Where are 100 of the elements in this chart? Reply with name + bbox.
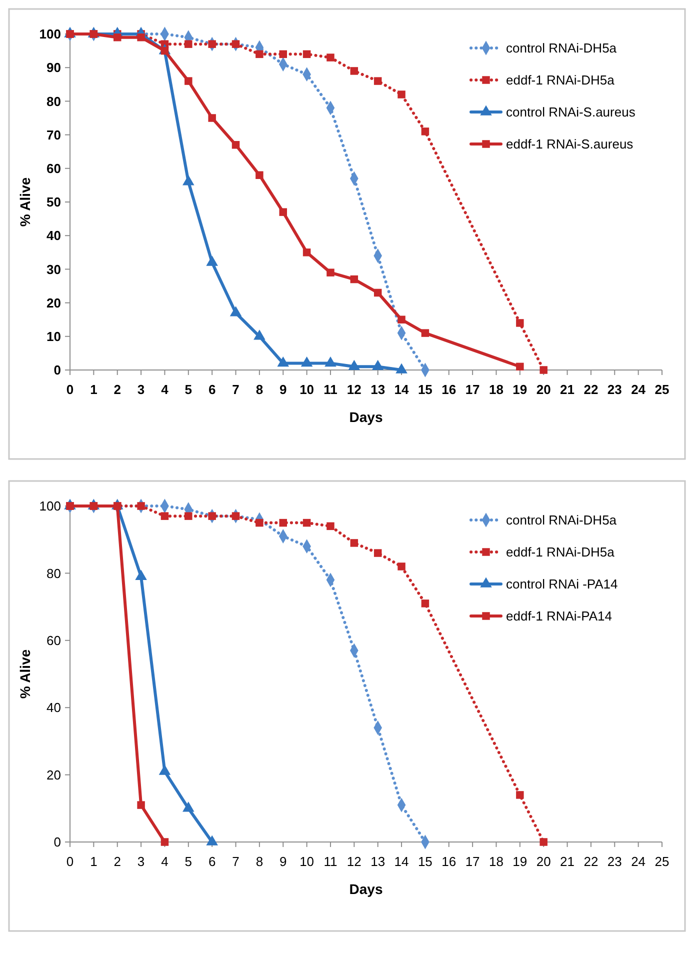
x-tick-label: 9 <box>280 854 287 869</box>
y-axis-title: % Alive <box>17 177 33 227</box>
y-tick-label: 100 <box>39 26 61 42</box>
point <box>374 549 382 557</box>
legend-label: control RNAi -PA14 <box>506 576 618 592</box>
point <box>230 306 242 316</box>
x-tick-label: 19 <box>512 382 528 397</box>
legend-label: eddf-1 RNAi-PA14 <box>506 608 612 624</box>
point <box>137 801 145 809</box>
point <box>208 40 216 48</box>
x-tick-label: 13 <box>370 382 386 397</box>
point <box>137 33 145 42</box>
x-tick-label: 4 <box>161 382 170 397</box>
x-tick-label: 17 <box>465 382 480 397</box>
point <box>516 791 524 799</box>
point <box>326 522 334 530</box>
x-tick-label: 16 <box>442 854 456 869</box>
x-axis-title: Days <box>349 409 383 425</box>
point <box>182 175 194 186</box>
point <box>160 512 169 520</box>
y-tick-label: 20 <box>46 295 61 310</box>
point <box>113 33 122 42</box>
point <box>398 562 406 570</box>
point <box>350 539 358 547</box>
y-tick-label: 20 <box>46 767 61 782</box>
x-tick-label: 15 <box>418 854 432 869</box>
point <box>256 518 264 527</box>
point <box>302 50 311 58</box>
point <box>300 356 313 367</box>
point <box>516 362 524 371</box>
legend-label: control RNAi-DH5a <box>506 40 618 56</box>
x-tick-label: 12 <box>346 382 362 397</box>
x-tick-label: 1 <box>90 382 98 397</box>
point <box>302 248 311 256</box>
x-tick-label: 2 <box>114 382 121 397</box>
x-tick-label: 20 <box>536 382 551 397</box>
point <box>326 268 334 276</box>
x-tick-label: 8 <box>256 382 264 397</box>
point <box>256 50 264 58</box>
x-tick-label: 16 <box>442 382 456 397</box>
x-tick-label: 3 <box>137 382 145 397</box>
x-tick-label: 7 <box>232 854 240 869</box>
point <box>372 360 384 370</box>
x-tick-label: 4 <box>161 854 168 869</box>
x-tick-label: 18 <box>489 382 504 397</box>
x-tick-label: 19 <box>512 854 528 869</box>
point <box>232 141 240 149</box>
point <box>208 114 216 122</box>
y-tick-label: 90 <box>46 60 61 76</box>
point <box>256 171 264 179</box>
x-tick-label: 10 <box>300 382 314 397</box>
point <box>350 275 358 284</box>
point <box>421 600 430 608</box>
point <box>516 319 524 327</box>
x-tick-label: 18 <box>489 854 504 869</box>
y-tick-label: 30 <box>46 262 61 277</box>
x-tick-label: 10 <box>300 854 314 869</box>
x-tick-label: 25 <box>654 854 670 869</box>
x-tick-label: 6 <box>208 854 216 869</box>
x-tick-label: 14 <box>394 382 410 397</box>
legend-label: eddf-1 RNAi-DH5a <box>506 544 616 560</box>
x-tick-label: 8 <box>256 854 264 869</box>
x-tick-label: 12 <box>346 854 362 869</box>
point <box>324 356 336 367</box>
point <box>160 838 169 846</box>
y-tick-label: 60 <box>46 160 61 176</box>
x-tick-label: 11 <box>324 382 338 397</box>
x-tick-label: 5 <box>184 854 192 869</box>
x-tick-label: 15 <box>418 382 432 397</box>
point <box>184 512 192 520</box>
x-tick-label: 13 <box>370 854 386 869</box>
x-tick-label: 6 <box>208 382 216 397</box>
point <box>232 512 240 520</box>
x-tick-label: 23 <box>607 854 622 869</box>
point <box>326 54 334 62</box>
x-tick-label: 5 <box>184 382 192 397</box>
point <box>421 329 430 337</box>
x-tick-label: 7 <box>232 382 240 397</box>
point <box>208 512 216 520</box>
x-tick-label: 22 <box>584 382 598 397</box>
x-tick-label: 0 <box>66 382 74 397</box>
y-tick-label: 50 <box>46 194 61 210</box>
point <box>184 40 192 48</box>
point <box>254 330 266 340</box>
x-tick-label: 2 <box>114 854 121 869</box>
point <box>374 77 382 85</box>
y-tick-label: 10 <box>46 328 61 344</box>
y-axis-title: % Alive <box>17 649 33 699</box>
x-tick-label: 9 <box>280 382 287 397</box>
x-tick-label: 17 <box>465 854 480 869</box>
point <box>421 128 430 136</box>
point <box>398 90 406 98</box>
legend-label: eddf-1 RNAi-DH5a <box>506 72 616 88</box>
y-tick-label: 40 <box>46 700 61 716</box>
y-tick-label: 0 <box>54 834 61 850</box>
x-tick-label: 25 <box>654 382 670 397</box>
point <box>279 518 287 527</box>
x-tick-label: 22 <box>584 854 598 869</box>
y-tick-label: 100 <box>39 498 61 514</box>
point <box>398 316 406 324</box>
